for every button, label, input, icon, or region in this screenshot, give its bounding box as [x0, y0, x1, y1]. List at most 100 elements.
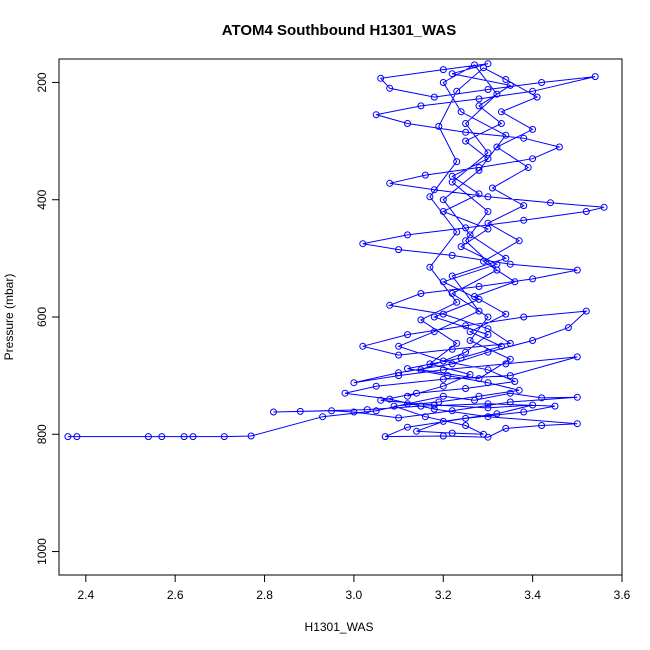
data-point [435, 398, 443, 406]
data-point [511, 278, 519, 286]
data-point [484, 413, 492, 421]
data-point [448, 360, 456, 368]
data-point [475, 190, 483, 198]
data-point [573, 420, 581, 428]
data-point [529, 337, 537, 344]
data-point [439, 432, 447, 440]
data-point [506, 389, 514, 397]
data-point [480, 64, 487, 72]
data-point [502, 310, 510, 318]
x-tick-label: 2.4 [77, 588, 94, 602]
data-point [417, 366, 425, 374]
data-point [462, 137, 470, 145]
data-point [430, 405, 438, 413]
data-point [439, 278, 447, 286]
data-point [448, 407, 456, 415]
data-point [386, 301, 394, 309]
data-point [493, 143, 501, 151]
data-point [538, 79, 546, 86]
data-point [466, 337, 474, 344]
data-point [551, 402, 559, 410]
data-point [453, 228, 461, 236]
data-point [462, 385, 470, 392]
data-point [600, 203, 608, 211]
data-point [381, 433, 389, 441]
data-point [502, 76, 510, 83]
data-point [484, 219, 492, 227]
data-point [158, 433, 166, 441]
data-point [448, 345, 456, 353]
data-point [372, 382, 380, 390]
data-point [573, 393, 581, 401]
data-point [189, 433, 197, 441]
data-point [417, 402, 425, 410]
data-point [480, 430, 487, 438]
data-point [328, 407, 336, 415]
data-point [484, 366, 492, 374]
data-point [475, 392, 483, 400]
data-point [448, 251, 456, 259]
data-point [471, 396, 478, 404]
x-axis: 2.4 2.6 2.8 3.0 3.2 3.4 3.6 [77, 574, 631, 602]
data-point [448, 70, 456, 78]
data-point [144, 433, 152, 441]
data-point [506, 260, 514, 268]
data-point [484, 400, 492, 408]
data-point [529, 275, 537, 283]
data-point [493, 266, 501, 274]
data-point [484, 208, 492, 215]
data-point [511, 378, 519, 385]
data-point [453, 339, 461, 347]
data-point [520, 216, 528, 224]
data-point [484, 348, 492, 356]
data-point [448, 272, 456, 280]
y-axis: 200 400 600 800 1000 [35, 72, 60, 565]
y-tick-label: 200 [35, 72, 49, 92]
data-point [462, 322, 470, 330]
data-point [529, 125, 537, 133]
data-point [502, 360, 510, 368]
data-point [506, 355, 514, 363]
data-point [390, 402, 398, 410]
data-point [515, 237, 523, 245]
data-point [350, 408, 358, 416]
data-point [502, 254, 510, 262]
data-point [502, 131, 510, 139]
data-point [319, 413, 327, 421]
y-tick-label: 800 [35, 424, 49, 444]
data-point [524, 164, 532, 171]
data-point [547, 199, 554, 207]
data-point [417, 102, 425, 110]
data-point [457, 243, 465, 251]
data-point [386, 395, 394, 403]
data-point [426, 263, 434, 271]
x-axis-label: H1301_WAS [305, 620, 374, 634]
data-point [296, 407, 304, 415]
data-point [270, 408, 277, 416]
series-line [67, 63, 605, 438]
data-point [462, 224, 470, 232]
data-point [439, 208, 447, 215]
data-point [475, 283, 483, 290]
y-tick-label: 1000 [35, 538, 49, 565]
data-point [471, 293, 478, 300]
data-point [439, 392, 447, 400]
data-point [466, 328, 474, 336]
data-point [439, 66, 447, 74]
data-point [484, 193, 492, 201]
data-point [506, 81, 514, 89]
data-point [475, 164, 483, 171]
data-point [372, 407, 380, 415]
data-point [395, 342, 403, 350]
data-point [475, 375, 483, 383]
y-tick-label: 400 [35, 189, 49, 209]
data-point [439, 382, 447, 390]
data-point [395, 369, 403, 377]
data-point [453, 158, 461, 166]
data-point [484, 149, 492, 157]
data-point [582, 208, 590, 215]
data-point [573, 266, 581, 274]
data-point [529, 155, 537, 163]
data-point [462, 414, 470, 422]
